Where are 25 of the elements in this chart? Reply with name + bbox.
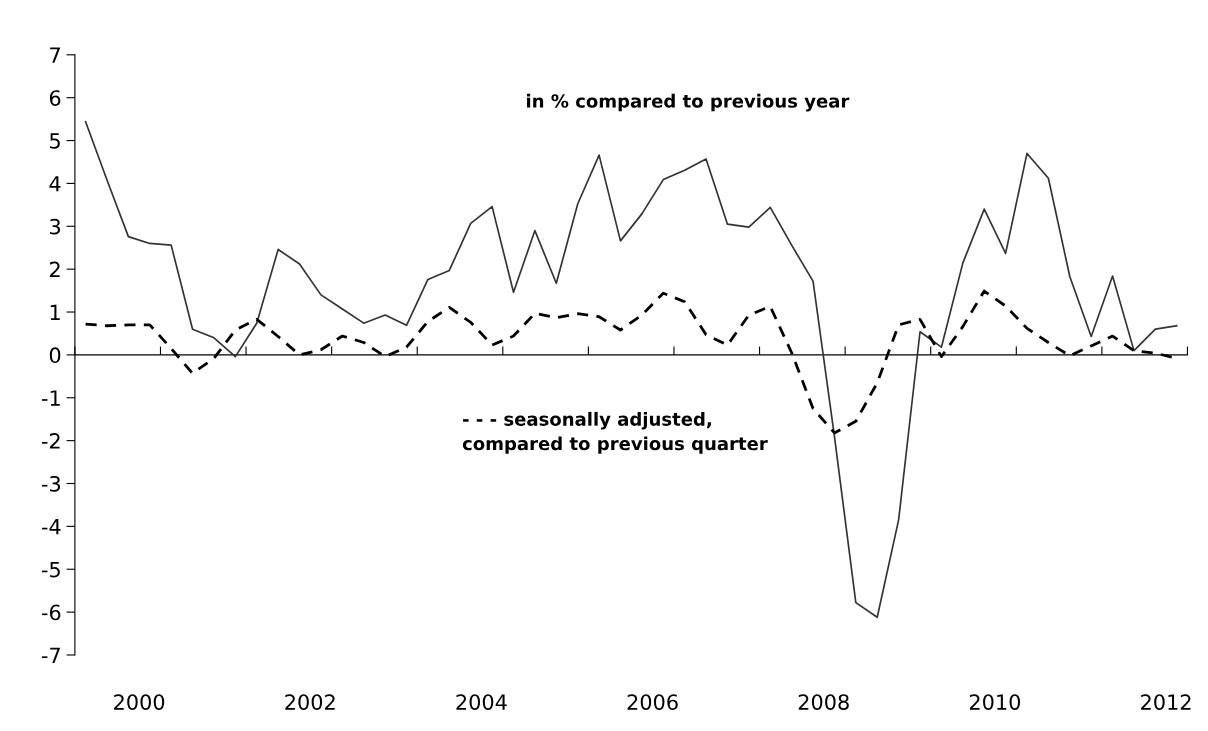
y-tick-label: -1 [41,390,60,406]
x-tick-label: 2002 [285,694,335,710]
annotation: in % compared to previous year [527,93,850,112]
x-tick-label: 2010 [969,694,1021,710]
x-tick-label: 2008 [798,694,849,710]
line-series [84,120,1178,619]
y-tick-label: 4 [49,176,61,192]
y-tick-label: -5 [41,561,60,578]
y-tick-label: -2 [41,433,60,449]
y-tick-label: 3 [50,218,61,235]
y-tick-label: -3 [41,475,61,492]
y-tick-label: 6 [49,90,61,106]
y-tick-label: 5 [50,133,60,149]
y-tick-label: 7 [50,47,60,63]
y-tick-label: 0 [49,347,61,364]
y-tick-label: -6 [41,604,61,621]
x-tick-label: 2004 [456,694,507,710]
y-tick-label: 1 [50,304,60,320]
y-tick-label: -4 [41,519,61,535]
x-tick-label: 2006 [627,694,678,710]
x-tick-label: 2012 [1141,694,1191,710]
annotation: - - - seasonally adjusted, compared to previous quarter [462,411,768,454]
x-tick-label: 2000 [114,694,165,710]
y-tick-label: -7 [41,647,60,663]
y-tick-label: 2 [49,261,60,278]
